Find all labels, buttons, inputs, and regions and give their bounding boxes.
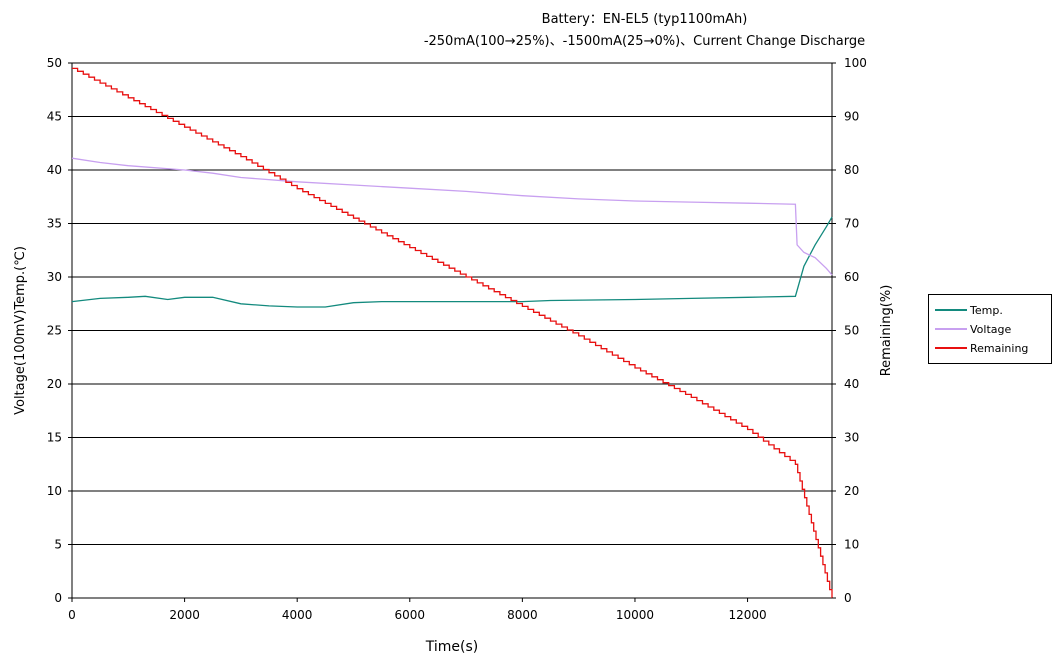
legend-swatch-temp	[935, 309, 967, 311]
y-left-tick-label: 35	[47, 217, 62, 231]
y-right-tick-label: 50	[844, 324, 859, 338]
legend-item-remaining: Remaining	[935, 341, 1028, 355]
legend-swatch-remaining	[935, 347, 967, 349]
x-tick-label: 0	[68, 608, 76, 622]
legend-label-temp: Temp.	[970, 303, 1003, 317]
legend: Temp. Voltage Remaining	[928, 294, 1052, 364]
y-left-tick-label: 25	[47, 324, 62, 338]
y-right-tick-label: 70	[844, 217, 859, 231]
y-right-tick-label: 0	[844, 591, 852, 605]
y-left-tick-label: 20	[47, 377, 62, 391]
y-right-tick-label: 100	[844, 56, 867, 70]
x-tick-label: 4000	[282, 608, 313, 622]
y-right-tick-label: 30	[844, 431, 859, 445]
y-right-tick-label: 10	[844, 538, 859, 552]
y-left-tick-label: 40	[47, 163, 62, 177]
chart-title: Battery：EN-EL5 (typ1100mAh)	[541, 12, 748, 27]
x-axis-label: Time(s)	[425, 639, 478, 655]
y-axis-left-label: Voltage(100mV)Temp.(℃)	[13, 246, 28, 415]
y-left-tick-label: 0	[54, 591, 62, 605]
grid-lines	[72, 62, 832, 599]
legend-item-voltage: Voltage	[935, 322, 1011, 336]
x-tick-label: 12000	[728, 608, 766, 622]
y-right-tick-label: 80	[844, 163, 859, 177]
y-left-tick-label: 10	[47, 484, 62, 498]
legend-label-remaining: Remaining	[970, 341, 1029, 355]
series-line-voltage	[71, 157, 833, 276]
y-left-tick-label: 30	[47, 270, 62, 284]
x-tick-label: 6000	[395, 608, 426, 622]
y-axis-right-label: Remaining(%)	[879, 285, 894, 377]
y-right-tick-label: 60	[844, 270, 859, 284]
y-left-tick-label: 50	[47, 56, 62, 70]
legend-label-voltage: Voltage	[970, 322, 1012, 336]
series-line-temp	[71, 216, 833, 308]
chart-subtitle: -250mA(100→25%)、-1500mA(25→0%)、Current C…	[423, 34, 866, 49]
y-left-tick-label: 15	[47, 431, 62, 445]
y-right-tick-label: 20	[844, 484, 859, 498]
x-tick-label: 2000	[169, 608, 200, 622]
y-left-tick-label: 45	[47, 110, 62, 124]
y-left-tick-label: 5	[54, 538, 62, 552]
series-lines	[71, 67, 833, 598]
tick-labels: 0 5 10 15 20 25 30 35 40 45 50 0 10 20 30 40 50 60 70 80 90 1…	[47, 56, 867, 622]
y-right-tick-label: 90	[844, 110, 859, 124]
legend-swatch-voltage	[935, 328, 967, 330]
legend-item-temp: Temp.	[935, 303, 1003, 317]
x-tick-label: 10000	[616, 608, 654, 622]
x-tick-label: 8000	[507, 608, 538, 622]
series-line-remaining	[72, 67, 833, 598]
y-right-tick-label: 40	[844, 377, 859, 391]
